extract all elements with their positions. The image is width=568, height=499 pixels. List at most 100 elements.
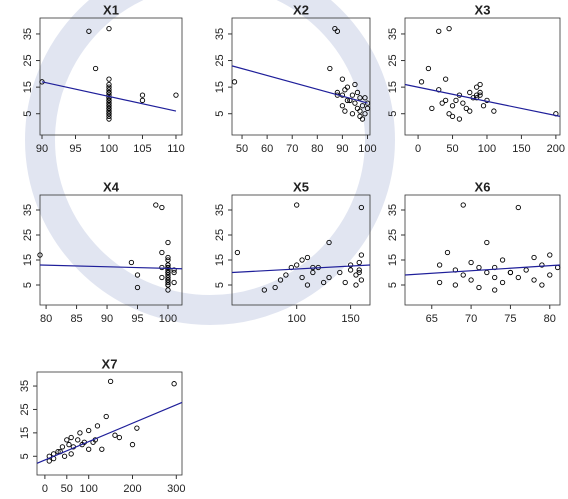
point <box>440 101 444 105</box>
point <box>426 66 430 70</box>
x-tick-label: 100 <box>288 313 306 325</box>
point <box>294 263 298 267</box>
point <box>359 278 363 282</box>
y-tick-label: 35 <box>387 28 399 40</box>
point <box>461 101 465 105</box>
point <box>166 240 170 244</box>
point <box>76 438 80 442</box>
point <box>469 278 473 282</box>
point <box>129 260 133 264</box>
y-tick-label: 5 <box>214 282 226 288</box>
y-tick-label: 5 <box>387 111 399 117</box>
point <box>474 85 478 89</box>
point <box>492 275 496 279</box>
point <box>555 265 559 269</box>
point <box>540 283 544 287</box>
panel-title: X4 <box>103 179 120 194</box>
point <box>93 66 97 70</box>
y-tick-label: 25 <box>19 403 31 415</box>
point <box>78 431 82 435</box>
x-tick-label: 100 <box>478 143 496 155</box>
point <box>160 275 164 279</box>
x-tick-label: 50 <box>236 143 248 155</box>
point <box>140 98 144 102</box>
point <box>500 280 504 284</box>
point <box>532 278 536 282</box>
point <box>437 263 441 267</box>
point <box>485 240 489 244</box>
y-tick-label: 35 <box>22 28 34 40</box>
x-tick-label: 70 <box>286 143 298 155</box>
point <box>359 253 363 257</box>
point <box>86 447 90 451</box>
y-tick-label: 25 <box>387 229 399 241</box>
y-tick-label: 35 <box>387 204 399 216</box>
x-tick-label: 80 <box>40 313 52 325</box>
point <box>345 85 349 89</box>
point <box>340 77 344 81</box>
point <box>457 117 461 121</box>
point <box>524 268 528 272</box>
x-tick-label: 200 <box>123 483 141 495</box>
y-tick-label: 15 <box>387 81 399 93</box>
x-tick-label: 100 <box>358 143 376 155</box>
point <box>343 280 347 284</box>
y-tick-label: 15 <box>387 254 399 266</box>
point <box>235 250 239 254</box>
point <box>107 117 111 121</box>
point <box>172 280 176 284</box>
point <box>294 203 298 207</box>
point <box>232 80 236 84</box>
x-tick-label: 0 <box>415 143 421 155</box>
y-tick-label: 5 <box>19 453 31 459</box>
point <box>60 445 64 449</box>
point <box>135 273 139 277</box>
watermark <box>40 0 380 310</box>
panel: X30501001502005152535 <box>387 2 565 154</box>
point <box>445 250 449 254</box>
x-tick-label: 90 <box>36 143 48 155</box>
x-tick-label: 0 <box>42 483 48 495</box>
point <box>305 255 309 259</box>
x-tick-label: 100 <box>80 483 98 495</box>
point <box>468 109 472 113</box>
point <box>532 255 536 259</box>
x-tick-label: 100 <box>159 313 177 325</box>
point <box>492 288 496 292</box>
point <box>135 426 139 430</box>
point <box>481 104 485 108</box>
point <box>450 104 454 108</box>
plot-frame <box>37 372 182 475</box>
point <box>508 270 512 274</box>
x-tick-label: 105 <box>133 143 151 155</box>
x-tick-label: 90 <box>101 313 113 325</box>
point <box>107 77 111 81</box>
y-tick-label: 35 <box>19 380 31 392</box>
y-tick-label: 15 <box>19 427 31 439</box>
point <box>95 424 99 428</box>
point <box>348 268 352 272</box>
point <box>328 66 332 70</box>
point <box>107 26 111 30</box>
x-tick-label: 75 <box>504 313 516 325</box>
point <box>430 106 434 110</box>
y-tick-label: 25 <box>22 54 34 66</box>
x-tick-label: 100 <box>100 143 118 155</box>
point <box>117 435 121 439</box>
point <box>461 203 465 207</box>
point <box>140 93 144 97</box>
point <box>548 253 552 257</box>
panel-title: X6 <box>475 179 491 194</box>
panel-title: X2 <box>293 2 309 17</box>
watermark-ring <box>40 0 380 310</box>
point <box>469 260 473 264</box>
y-tick-label: 5 <box>22 111 34 117</box>
point <box>355 106 359 110</box>
point <box>350 93 354 97</box>
x-tick-label: 150 <box>341 313 359 325</box>
y-tick-label: 5 <box>22 282 34 288</box>
x-tick-label: 85 <box>70 313 82 325</box>
point <box>62 454 66 458</box>
